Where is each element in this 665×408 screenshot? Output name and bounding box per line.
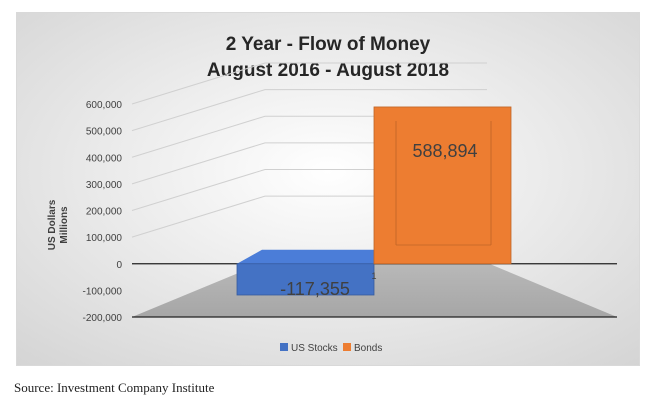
y-tick-label: 400,000 bbox=[86, 153, 123, 164]
y-tick-label: 500,000 bbox=[86, 127, 123, 138]
data-label-us-stocks: -117,355 bbox=[280, 279, 350, 299]
y-tick-label: 300,000 bbox=[86, 180, 123, 191]
x-tick-label: 1 bbox=[371, 271, 376, 281]
bar-top-face bbox=[237, 249, 399, 264]
legend-label: US Stocks bbox=[291, 343, 338, 354]
bar-us-stocks bbox=[236, 263, 375, 296]
y-tick-label: 100,000 bbox=[86, 233, 123, 244]
legend-swatch bbox=[280, 343, 288, 351]
data-label-bonds: 588,894 bbox=[412, 141, 477, 161]
y-axis-label-line1: US Dollars bbox=[47, 199, 58, 250]
chart-title-line1: 2 Year - Flow of Money bbox=[226, 34, 431, 55]
bar-bonds bbox=[373, 106, 512, 265]
chart-title-line2: August 2016 - August 2018 bbox=[207, 60, 449, 81]
gridline bbox=[131, 89, 487, 132]
y-tick-label: 0 bbox=[116, 260, 122, 271]
y-axis-label-line2: Millions bbox=[59, 206, 70, 244]
chart-svg: 2 Year - Flow of Money August 2016 - Aug… bbox=[17, 13, 639, 365]
y-tick-label: 600,000 bbox=[86, 100, 123, 111]
gridline bbox=[131, 62, 487, 105]
chart-panel: 2 Year - Flow of Money August 2016 - Aug… bbox=[16, 12, 640, 366]
source-note: Source: Investment Company Institute bbox=[14, 380, 215, 395]
plot-area: 600,000 500,000 400,000 300,000 200,000 100,0… bbox=[83, 62, 617, 324]
legend-label: Bonds bbox=[354, 343, 382, 354]
legend-swatch bbox=[343, 343, 351, 351]
y-tick-label: -100,000 bbox=[83, 286, 123, 297]
y-tick-label: -200,000 bbox=[83, 313, 123, 324]
legend: US Stocks Bonds bbox=[280, 343, 382, 354]
y-tick-label: 200,000 bbox=[86, 207, 123, 218]
